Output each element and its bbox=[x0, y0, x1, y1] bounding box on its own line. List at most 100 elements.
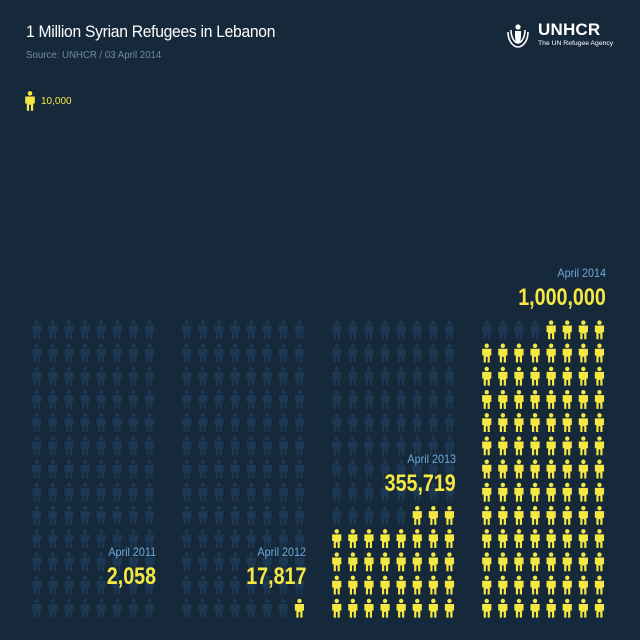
ghost-person-icon bbox=[262, 459, 272, 479]
ghost-person-icon bbox=[198, 552, 208, 572]
ghost-person-icon bbox=[64, 482, 74, 502]
ghost-person-icon bbox=[198, 529, 208, 549]
person-icon bbox=[514, 436, 524, 456]
ghost-person-icon bbox=[198, 459, 208, 479]
ghost-person-icon bbox=[32, 389, 42, 409]
ghost-person-icon bbox=[48, 389, 58, 409]
ghost-person-icon bbox=[96, 529, 106, 549]
person-icon bbox=[444, 598, 455, 618]
person-icon bbox=[546, 436, 556, 456]
ghost-person-icon bbox=[48, 436, 58, 456]
person-icon bbox=[482, 459, 492, 479]
ghost-person-icon bbox=[332, 343, 342, 363]
person-icon bbox=[546, 459, 556, 479]
ghost-person-icon bbox=[48, 529, 58, 549]
logo-name: UNHCR bbox=[538, 20, 601, 39]
ghost-person-icon bbox=[214, 529, 224, 549]
value-label: 1,000,000 bbox=[518, 284, 607, 312]
ghost-person-icon bbox=[246, 389, 256, 409]
ghost-person-icon bbox=[230, 552, 240, 572]
person-icon bbox=[498, 552, 508, 572]
ghost-person-icon bbox=[32, 320, 42, 340]
ghost-person-icon bbox=[198, 598, 208, 618]
ghost-person-icon bbox=[64, 529, 74, 549]
ghost-person-icon bbox=[198, 343, 208, 363]
ghost-person-icon bbox=[214, 598, 224, 618]
person-icon bbox=[514, 575, 524, 595]
ghost-person-icon bbox=[64, 436, 74, 456]
ghost-person-icon bbox=[230, 366, 240, 386]
person-icon bbox=[562, 320, 572, 340]
ghost-person-icon bbox=[396, 343, 406, 363]
ghost-person-icon bbox=[230, 598, 240, 618]
ghost-person-icon bbox=[198, 482, 208, 502]
person-icon bbox=[562, 366, 572, 386]
ghost-person-icon bbox=[230, 575, 240, 595]
ghost-person-icon bbox=[262, 320, 272, 340]
ghost-person-icon bbox=[428, 366, 438, 386]
ghost-person-icon bbox=[278, 413, 288, 433]
ghost-person-icon bbox=[32, 598, 42, 618]
ghost-person-icon bbox=[348, 436, 358, 456]
person-icon bbox=[578, 459, 588, 479]
ghost-person-icon bbox=[278, 343, 288, 363]
ghost-person-icon bbox=[64, 343, 74, 363]
ghost-person-icon bbox=[96, 575, 106, 595]
ghost-person-icon bbox=[278, 436, 288, 456]
ghost-person-icon bbox=[112, 436, 122, 456]
ghost-person-icon bbox=[214, 343, 224, 363]
ghost-person-icon bbox=[294, 436, 305, 456]
ghost-person-icon bbox=[32, 343, 42, 363]
ghost-person-icon bbox=[128, 320, 138, 340]
ghost-person-icon bbox=[48, 366, 58, 386]
person-icon bbox=[482, 389, 492, 409]
ghost-person-icon bbox=[444, 320, 455, 340]
ghost-person-icon bbox=[428, 320, 438, 340]
person-icon bbox=[332, 529, 342, 549]
ghost-person-icon bbox=[428, 413, 438, 433]
ghost-person-icon bbox=[96, 366, 106, 386]
ghost-person-icon bbox=[294, 366, 305, 386]
person-icon bbox=[594, 413, 605, 433]
person-icon bbox=[562, 529, 572, 549]
person-icon bbox=[498, 575, 508, 595]
ghost-person-icon bbox=[294, 343, 305, 363]
ghost-person-icon bbox=[396, 389, 406, 409]
person-icon bbox=[412, 552, 422, 572]
ghost-person-icon bbox=[530, 320, 540, 340]
person-icon bbox=[562, 413, 572, 433]
ghost-person-icon bbox=[278, 482, 288, 502]
person-icon bbox=[530, 575, 540, 595]
person-icon bbox=[546, 413, 556, 433]
person-icon bbox=[514, 343, 524, 363]
ghost-person-icon bbox=[230, 459, 240, 479]
ghost-person-icon bbox=[364, 343, 374, 363]
person-icon bbox=[412, 505, 422, 525]
person-icon bbox=[594, 505, 605, 525]
person-icon bbox=[498, 505, 508, 525]
ghost-person-icon bbox=[364, 505, 374, 525]
ghost-person-icon bbox=[96, 505, 106, 525]
person-icon bbox=[562, 575, 572, 595]
ghost-person-icon bbox=[144, 598, 155, 618]
ghost-person-icon bbox=[262, 389, 272, 409]
person-icon bbox=[546, 505, 556, 525]
person-icon bbox=[530, 389, 540, 409]
ghost-person-icon bbox=[144, 389, 155, 409]
ghost-person-icon bbox=[364, 413, 374, 433]
ghost-person-icon bbox=[396, 505, 406, 525]
ghost-person-icon bbox=[198, 389, 208, 409]
ghost-person-icon bbox=[246, 505, 256, 525]
ghost-person-icon bbox=[380, 436, 390, 456]
ghost-person-icon bbox=[112, 389, 122, 409]
ghost-person-icon bbox=[112, 459, 122, 479]
person-icon bbox=[514, 482, 524, 502]
ghost-person-icon bbox=[32, 505, 42, 525]
person-icon bbox=[428, 529, 438, 549]
ghost-person-icon bbox=[198, 366, 208, 386]
date-label: April 2014 bbox=[557, 266, 607, 281]
ghost-person-icon bbox=[128, 505, 138, 525]
logo-tagline: The UN Refugee Agency bbox=[538, 40, 614, 47]
ghost-person-icon bbox=[348, 343, 358, 363]
person-icon bbox=[530, 459, 540, 479]
